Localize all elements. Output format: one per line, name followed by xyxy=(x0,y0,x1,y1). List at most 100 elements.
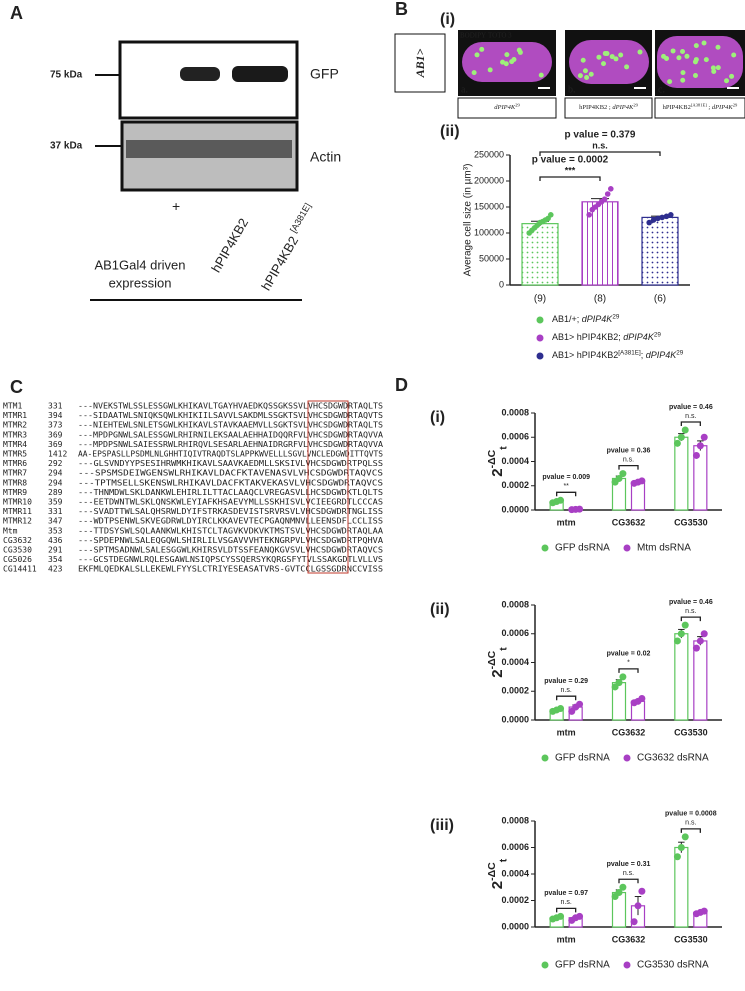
nucleus xyxy=(715,44,721,50)
data-point xyxy=(673,439,681,447)
legend-marker xyxy=(623,754,631,762)
nucleus xyxy=(517,49,523,55)
y-tick-label: 0.0002 xyxy=(501,895,529,905)
text-part: -ΔC xyxy=(486,862,498,881)
image-letter: a. xyxy=(461,84,468,95)
nucleus xyxy=(601,61,607,67)
nucleus xyxy=(538,72,544,78)
sequence-name: Mtm xyxy=(3,526,18,535)
bar xyxy=(674,633,689,721)
p-value: pvalue = 0.97 xyxy=(544,890,588,897)
sequence-start: 373 xyxy=(48,421,63,430)
sequence-name: MTMR12 xyxy=(3,517,32,526)
significance: n.s. xyxy=(561,899,572,906)
text-part: 29 xyxy=(733,102,738,107)
legend-label: GFP dsRNA xyxy=(555,753,610,764)
driver-label: AB1> xyxy=(413,48,427,78)
significance: n.s. xyxy=(685,820,696,827)
sequence: ---SVADTTWLSALQHSRWLDYIFSTRKASDEVISTSRVR… xyxy=(78,507,383,516)
data-point xyxy=(700,630,708,638)
x-tick-label: (8) xyxy=(594,294,606,305)
image-caption: hPIP4KB2[A381E] ; dPIP4K29 xyxy=(663,102,738,111)
sequence-start: 347 xyxy=(48,517,63,526)
legend-marker xyxy=(541,754,549,762)
nucleus xyxy=(604,51,610,57)
nucleus xyxy=(596,54,602,60)
y-tick-label: 200000 xyxy=(474,175,504,185)
nuclei xyxy=(471,40,737,85)
gfp-band xyxy=(180,67,220,81)
legend-marker xyxy=(541,961,549,969)
data-point xyxy=(663,213,670,220)
data-point xyxy=(619,883,627,891)
text-part: ; xyxy=(641,350,646,360)
sequence-start: 331 xyxy=(48,402,63,411)
nucleus xyxy=(588,71,594,77)
nucleus xyxy=(731,52,737,58)
marker-label: 37 kDa xyxy=(50,141,83,152)
data-point xyxy=(638,477,646,485)
data-point xyxy=(681,426,689,434)
y-axis-label: 2-ΔCt xyxy=(486,446,509,477)
legend-marker xyxy=(536,352,544,360)
motif-box xyxy=(307,400,349,574)
significance: *** xyxy=(565,165,576,175)
sequence: ---SIDAATWLSNIQKSQWLKHIKIILSAVVLSAKDMLSS… xyxy=(78,411,383,420)
blot-label: Actin xyxy=(310,149,341,165)
sequence-start: 353 xyxy=(48,526,63,535)
nucleus xyxy=(509,59,515,65)
text-part: 29 xyxy=(612,313,620,320)
nucleus xyxy=(710,65,716,71)
y-tick-label: 0.0004 xyxy=(501,456,529,466)
data-point xyxy=(586,212,592,218)
data-point xyxy=(557,912,565,920)
nucleus xyxy=(584,75,590,81)
data-point xyxy=(659,214,665,221)
sequence: AA-EPSPASLLPSDMLNLGHHTIQIVTRAQDTSLAPPKWV… xyxy=(78,450,383,459)
x-tick-label: (6) xyxy=(654,294,666,305)
data-point xyxy=(677,844,685,851)
data-point xyxy=(650,217,657,223)
sequence: ---EETDWNTWLSKLQNSKWLEYIAFKHSAEVYMLLSSKH… xyxy=(78,498,383,507)
text-part: hPIP4KB2 xyxy=(259,231,304,294)
text-part: hPIP4KB2 ; xyxy=(579,104,612,111)
y-tick-label: 0.0000 xyxy=(501,921,529,931)
nucleus xyxy=(680,70,686,76)
sequence-name: MTMR4 xyxy=(3,440,27,449)
nucleus xyxy=(609,54,615,60)
data-point xyxy=(696,442,704,450)
legend-label: GFP dsRNA xyxy=(555,960,610,971)
sequence-name: MTMR6 xyxy=(3,459,27,468)
text-part: dPIP4K xyxy=(494,104,516,111)
data-point xyxy=(601,196,608,202)
lane-label: hPIP4KB2 [A381E] xyxy=(257,201,320,293)
panel-label: B xyxy=(395,0,408,19)
nucleus xyxy=(637,49,643,55)
sequence: ---SPDEPNWLSALEQGQWLSHIRLILVSGAVVVHTEKNG… xyxy=(78,536,383,545)
nucleus xyxy=(680,48,686,54)
driver-box xyxy=(394,33,446,93)
text-part: 29 xyxy=(654,331,662,338)
y-tick-label: 0.0000 xyxy=(501,504,529,514)
data-point xyxy=(557,496,565,504)
y-tick-label: 0.0008 xyxy=(501,599,529,609)
data-point xyxy=(700,433,708,441)
x-tick-label: CG3530 xyxy=(674,727,708,737)
data-point xyxy=(615,474,623,482)
text-part: ; xyxy=(707,104,712,111)
p-value: pvalue = 0.0008 xyxy=(665,811,717,818)
sequence-name: CG3530 xyxy=(3,546,32,555)
legend-marker xyxy=(536,316,544,324)
data-point xyxy=(681,621,689,629)
nucleus xyxy=(729,73,735,79)
nucleus xyxy=(504,52,510,58)
data-point xyxy=(557,705,565,712)
subpanel-label: (i) xyxy=(430,409,445,426)
significance: n.s. xyxy=(685,413,696,420)
micrograph xyxy=(458,30,745,96)
subpanel-label: (i) xyxy=(440,11,455,28)
sequence-name: CG5026 xyxy=(3,555,32,564)
nucleus xyxy=(693,43,699,49)
nucleus xyxy=(471,70,477,76)
